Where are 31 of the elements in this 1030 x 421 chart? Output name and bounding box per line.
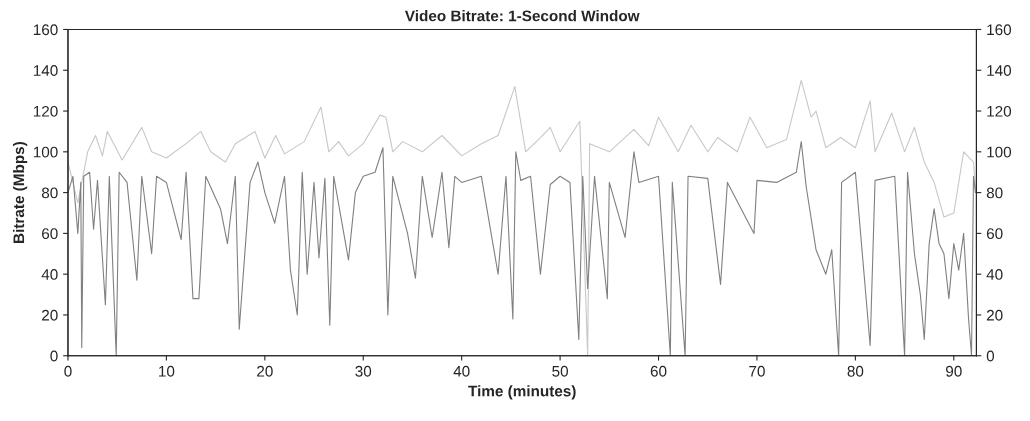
chart-title: Video Bitrate: 1-Second Window (404, 10, 640, 22)
y2-tick-label: 60 (986, 228, 1003, 240)
x-tick-label: 30 (355, 365, 372, 377)
y2-tick-label: 80 (986, 187, 1003, 199)
y2-tick-label: 120 (987, 105, 1012, 117)
y-axis-title: Bitrate (Mbps) (12, 142, 28, 243)
y-tick-label: 60 (42, 228, 58, 240)
y2-tick-label: 40 (986, 269, 1003, 280)
y2-tick-label: 100 (987, 146, 1012, 158)
y2-tick-label: 140 (987, 65, 1012, 76)
x-tick-label: 90 (946, 365, 962, 377)
y-tick-label: 40 (41, 269, 58, 280)
y-tick-label: 160 (33, 24, 58, 36)
y2-tick-label: 0 (986, 350, 995, 362)
x-tick-label: 80 (847, 365, 864, 377)
y-tick-label: 140 (33, 65, 58, 76)
y-tick-label: 20 (42, 309, 58, 321)
x-tick-label: 10 (159, 365, 175, 377)
y2-tick-label: 160 (987, 24, 1012, 36)
y-tick-label: 100 (33, 146, 58, 158)
y-tick-label: 0 (50, 350, 58, 362)
y-tick-label: 120 (33, 105, 58, 117)
x-tick-label: 70 (749, 365, 765, 377)
y2-tick-label: 20 (986, 309, 1003, 321)
x-axis-title: Time (minutes) (468, 385, 576, 400)
x-tick-label: 0 (64, 365, 72, 377)
x-tick-label: 60 (650, 365, 667, 377)
x-tick-label: 50 (552, 365, 568, 377)
x-tick-label: 40 (453, 365, 470, 377)
y-tick-label: 80 (41, 187, 58, 199)
x-tick-label: 20 (257, 365, 273, 377)
